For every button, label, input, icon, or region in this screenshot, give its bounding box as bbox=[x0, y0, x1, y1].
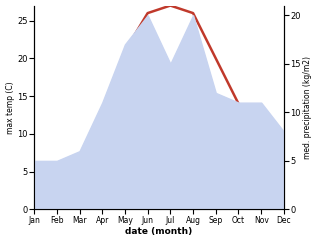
Y-axis label: med. precipitation (kg/m2): med. precipitation (kg/m2) bbox=[303, 56, 313, 159]
Y-axis label: max temp (C): max temp (C) bbox=[5, 81, 15, 134]
X-axis label: date (month): date (month) bbox=[125, 227, 193, 236]
